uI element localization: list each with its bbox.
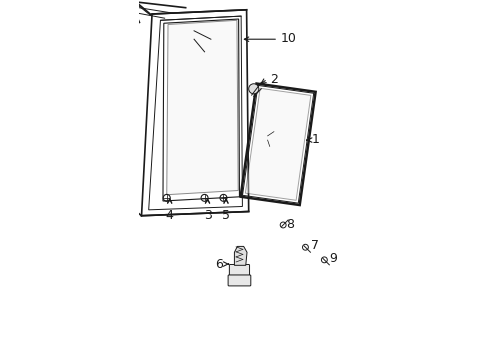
Text: 7: 7 — [310, 239, 318, 252]
Text: 5: 5 — [222, 210, 229, 222]
Polygon shape — [234, 246, 246, 265]
Polygon shape — [166, 20, 238, 195]
Polygon shape — [245, 88, 310, 200]
Text: 9: 9 — [329, 252, 337, 265]
Text: 8: 8 — [286, 218, 294, 231]
Text: 6: 6 — [214, 257, 222, 271]
Text: 4: 4 — [165, 210, 173, 222]
Text: 2: 2 — [269, 73, 277, 86]
Circle shape — [248, 84, 258, 94]
FancyBboxPatch shape — [227, 275, 250, 286]
Text: 10: 10 — [280, 32, 296, 45]
Text: 1: 1 — [311, 133, 319, 146]
Text: 3: 3 — [203, 210, 211, 222]
FancyBboxPatch shape — [229, 265, 249, 275]
